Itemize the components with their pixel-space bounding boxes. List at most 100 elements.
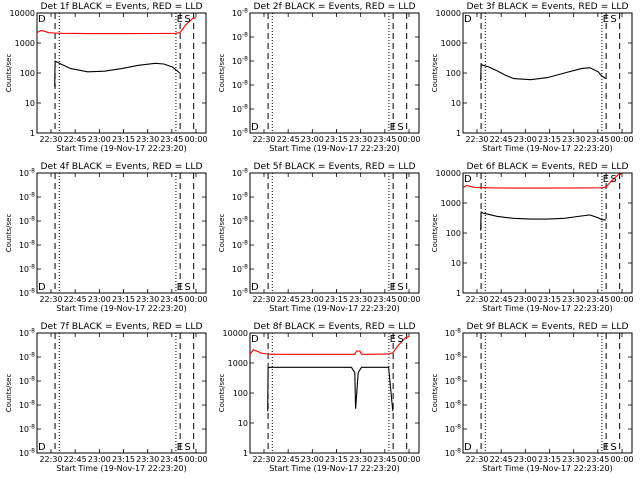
event-marker-s: S	[610, 442, 616, 453]
event-marker-d: D	[464, 14, 472, 25]
y-tick-label: 10-8	[19, 376, 35, 387]
y-axis-label: Counts/sec	[431, 374, 439, 413]
event-marker-d: D	[251, 122, 259, 133]
y-tick-label: 10000	[436, 9, 461, 18]
y-tick-label: 10-8	[19, 216, 35, 227]
y-axis-label: Counts/sec	[218, 374, 226, 413]
panel-title: Det 5f BLACK = Events, RED = LLD	[253, 161, 415, 172]
event-marker-d: D	[38, 282, 46, 293]
event-marker-s: S	[184, 14, 190, 25]
y-tick-label: 10	[451, 99, 461, 108]
y-axis-label: Counts/sec	[431, 54, 439, 93]
event-marker-s: S	[610, 174, 616, 185]
x-axis-label: Start Time (19-Nov-17 22:23:20)	[482, 464, 612, 473]
x-tick-label: 23:15	[538, 295, 561, 304]
x-tick-label: 23:00	[514, 295, 537, 304]
events-series-line	[480, 211, 606, 231]
y-axis-label: Counts/sec	[218, 214, 226, 253]
y-tick-label: 1000	[228, 359, 248, 368]
event-marker-e: E	[390, 122, 396, 133]
x-tick-label: 23:15	[325, 295, 348, 304]
x-tick-label: 00:00	[184, 295, 207, 304]
x-tick-label: 22:45	[64, 135, 87, 144]
x-tick-label: 23:15	[325, 135, 348, 144]
detector-panel: Det 2f BLACK = Events, RED = LLD Counts/s…	[218, 1, 421, 153]
x-tick-label: 22:30	[465, 295, 488, 304]
x-tick-label: 22:45	[277, 455, 300, 464]
x-axis-label: Start Time (19-Nov-17 22:23:20)	[482, 144, 612, 153]
x-tick-label: 23:00	[301, 135, 324, 144]
x-tick-label: 23:15	[538, 135, 561, 144]
x-tick-label: 23:30	[136, 135, 159, 144]
x-tick-label: 22:30	[39, 295, 62, 304]
x-tick-label: 22:45	[277, 135, 300, 144]
y-tick-label: 10-8	[232, 56, 248, 67]
x-axis-label: Start Time (19-Nov-17 22:23:20)	[269, 304, 399, 313]
x-tick-label: 23:30	[562, 135, 585, 144]
y-axis-label: Counts/sec	[5, 214, 13, 253]
y-tick-label: 10-8	[19, 400, 35, 411]
y-tick-label: 1000	[441, 199, 461, 208]
x-tick-label: 23:15	[112, 455, 135, 464]
x-tick-label: 23:00	[88, 295, 111, 304]
x-tick-label: 22:30	[465, 135, 488, 144]
event-marker-d: D	[464, 442, 472, 453]
detector-panel: Det 8f BLACK = Events, RED = LLD Counts/s…	[218, 321, 421, 473]
detector-panel: Det 3f BLACK = Events, RED = LLD Counts/s…	[431, 1, 634, 153]
y-tick-label: 10-8	[19, 240, 35, 251]
x-tick-label: 23:00	[301, 295, 324, 304]
y-tick-label: 10-8	[19, 328, 35, 339]
x-tick-label: 00:00	[610, 295, 633, 304]
y-tick-label: 1000	[15, 39, 35, 48]
panel-title: Det 4f BLACK = Events, RED = LLD	[40, 161, 202, 172]
plot-frame	[249, 172, 420, 294]
event-marker-e: E	[603, 442, 609, 453]
y-tick-label: 10	[238, 419, 248, 428]
y-tick-label: 100	[446, 69, 461, 78]
event-marker-e: E	[390, 334, 396, 345]
x-tick-label: 00:00	[610, 135, 633, 144]
x-tick-label: 00:00	[397, 295, 420, 304]
y-tick-label: 10-8	[232, 192, 248, 203]
y-tick-label: 100	[446, 229, 461, 238]
y-tick-label: 10-8	[232, 264, 248, 275]
events-series-line	[480, 63, 607, 81]
x-axis-label: Start Time (19-Nov-17 22:23:20)	[482, 304, 612, 313]
event-marker-s: S	[397, 122, 403, 133]
x-tick-label: 23:30	[349, 295, 372, 304]
x-tick-label: 23:45	[586, 295, 609, 304]
x-tick-label: 22:30	[252, 295, 275, 304]
event-marker-s: S	[610, 14, 616, 25]
x-tick-label: 22:30	[465, 455, 488, 464]
lld-series-line	[249, 336, 410, 355]
y-tick-label: 10-8	[232, 80, 248, 91]
x-tick-label: 23:30	[562, 295, 585, 304]
y-tick-label: 10-8	[19, 448, 35, 459]
x-tick-label: 23:45	[160, 135, 183, 144]
x-tick-label: 23:45	[373, 295, 396, 304]
event-marker-s: S	[397, 282, 403, 293]
x-tick-label: 23:00	[88, 135, 111, 144]
panel-title: Det 2f BLACK = Events, RED = LLD	[253, 1, 415, 12]
x-tick-label: 22:30	[39, 135, 62, 144]
y-tick-label: 10-8	[232, 168, 248, 179]
y-tick-label: 10-8	[19, 168, 35, 179]
event-marker-s: S	[184, 282, 190, 293]
y-tick-label: 10-8	[445, 328, 461, 339]
x-tick-label: 00:00	[184, 135, 207, 144]
y-tick-label: 1	[30, 129, 35, 138]
y-tick-label: 10000	[436, 169, 461, 178]
x-tick-label: 00:00	[397, 135, 420, 144]
y-tick-label: 10-8	[232, 240, 248, 251]
event-marker-d: D	[251, 282, 259, 293]
events-series-line	[54, 60, 181, 87]
event-marker-d: D	[464, 174, 472, 185]
y-tick-label: 10	[451, 259, 461, 268]
y-axis-label: Counts/sec	[431, 214, 439, 253]
x-axis-label: Start Time (19-Nov-17 22:23:20)	[269, 464, 399, 473]
x-tick-label: 23:30	[349, 455, 372, 464]
x-tick-label: 22:45	[277, 295, 300, 304]
x-tick-label: 00:00	[610, 455, 633, 464]
event-marker-d: D	[38, 14, 46, 25]
x-tick-label: 22:30	[39, 455, 62, 464]
